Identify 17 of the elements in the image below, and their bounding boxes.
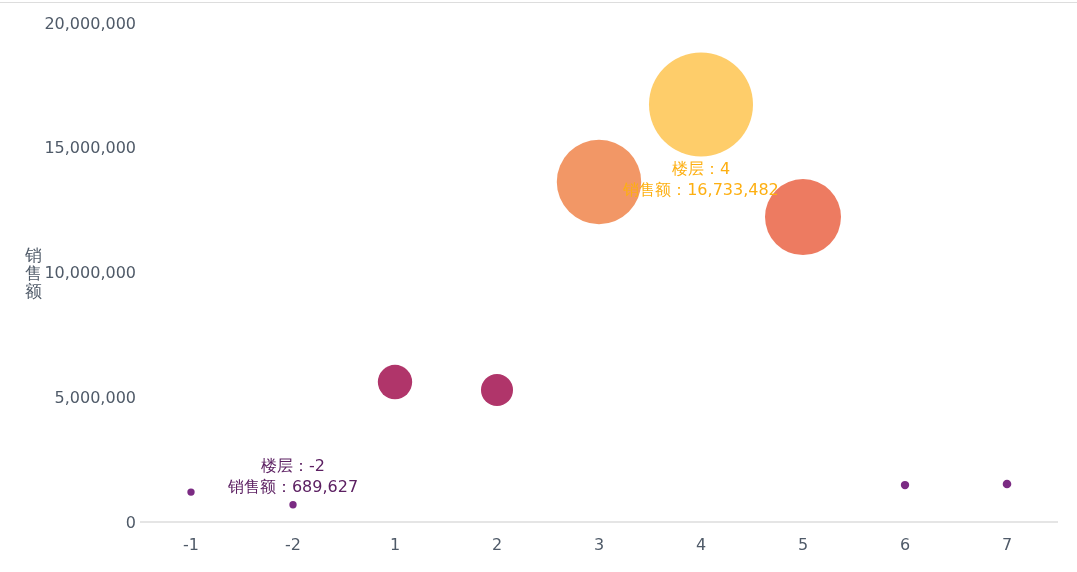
x-tick-label: 3	[593, 534, 605, 554]
y-tick-label: 0	[125, 512, 136, 532]
y-axis-title: 销售额	[23, 244, 42, 301]
x-tick-label: 6	[899, 534, 911, 554]
y-tick-label: 10,000,000	[44, 263, 136, 283]
x-tick-label: 5	[797, 534, 809, 554]
x-tick-label: -2	[285, 534, 301, 554]
data-label: 楼层：-2 销售额：689,627	[226, 455, 359, 496]
y-tick-label: 5,000,000	[54, 387, 136, 407]
y-tick-label: 20,000,000	[44, 13, 136, 33]
x-tick-label: 7	[1001, 534, 1013, 554]
y-tick-label: 15,000,000	[44, 138, 136, 158]
x-tick-label: 4	[695, 534, 707, 554]
x-tick-label: 1	[389, 534, 401, 554]
x-tick-label: -1	[183, 534, 199, 554]
x-tick-label: 2	[491, 534, 503, 554]
data-label: 楼层：4 销售额：16,733,482	[622, 159, 779, 200]
